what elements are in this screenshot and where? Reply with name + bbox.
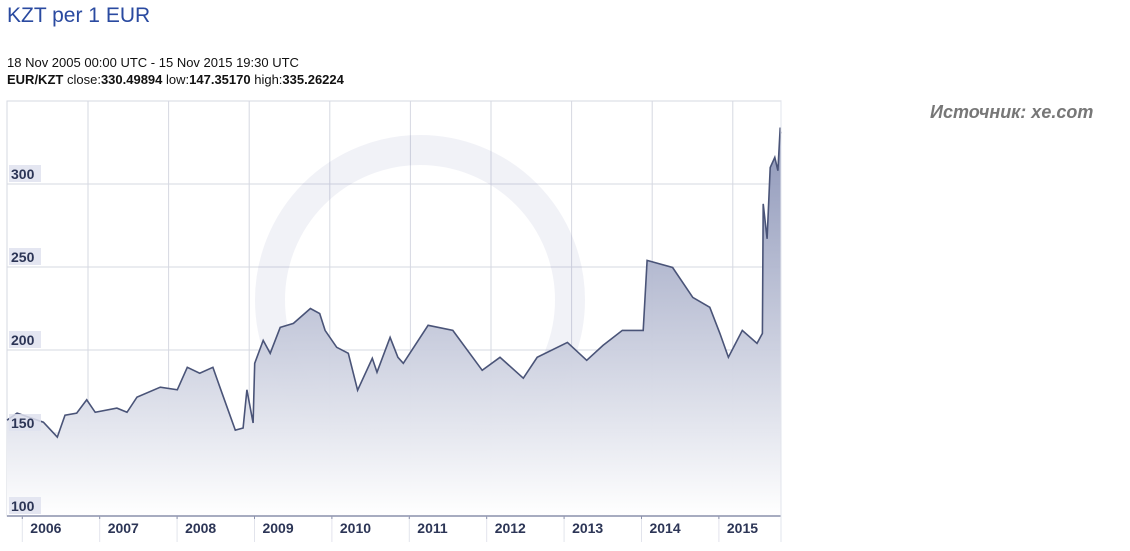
x-tick-label: 2009 <box>262 520 293 536</box>
source-note: Источник: xe.com <box>930 102 1094 122</box>
low-value: 147.35170 <box>189 72 251 87</box>
y-tick-label: 250 <box>11 249 35 265</box>
series-line <box>6 127 782 439</box>
x-tick-label: 2008 <box>185 520 216 536</box>
x-tick-label: 2011 <box>417 520 448 536</box>
y-tick-label-bg <box>9 331 41 348</box>
y-tick-label-bg <box>9 497 41 514</box>
x-tick-label: 2014 <box>649 520 680 536</box>
x-tick-label: 2006 <box>30 520 61 536</box>
x-tick-label: 2013 <box>572 520 603 536</box>
x-tick-label: 2012 <box>495 520 526 536</box>
y-tick-label-bg <box>9 414 41 431</box>
y-tick-label-bg <box>9 165 41 182</box>
y-tick-label: 150 <box>11 415 35 431</box>
x-tick-label: 2015 <box>727 520 758 536</box>
close-label: close: <box>66 72 101 87</box>
chart-title: KZT per 1 EUR <box>7 4 151 27</box>
y-tick-label: 200 <box>11 332 35 348</box>
currency-pair: EUR/KZT <box>7 72 64 87</box>
high-value: 335.26224 <box>282 72 344 87</box>
x-tick-label: 2007 <box>108 520 139 536</box>
high-label: high: <box>254 72 283 87</box>
y-tick-label-bg <box>9 248 41 265</box>
price-stats: EUR/KZT close:330.49894 low:147.35170 hi… <box>7 72 344 87</box>
area-fill <box>7 127 781 516</box>
x-tick-label: 2010 <box>340 520 371 536</box>
y-tick-label: 300 <box>11 166 35 182</box>
low-label: low: <box>166 72 190 87</box>
date-range: 18 Nov 2005 00:00 UTC - 15 Nov 2015 19:3… <box>7 55 299 70</box>
y-tick-label: 100 <box>11 498 35 514</box>
close-value: 330.49894 <box>100 72 163 87</box>
